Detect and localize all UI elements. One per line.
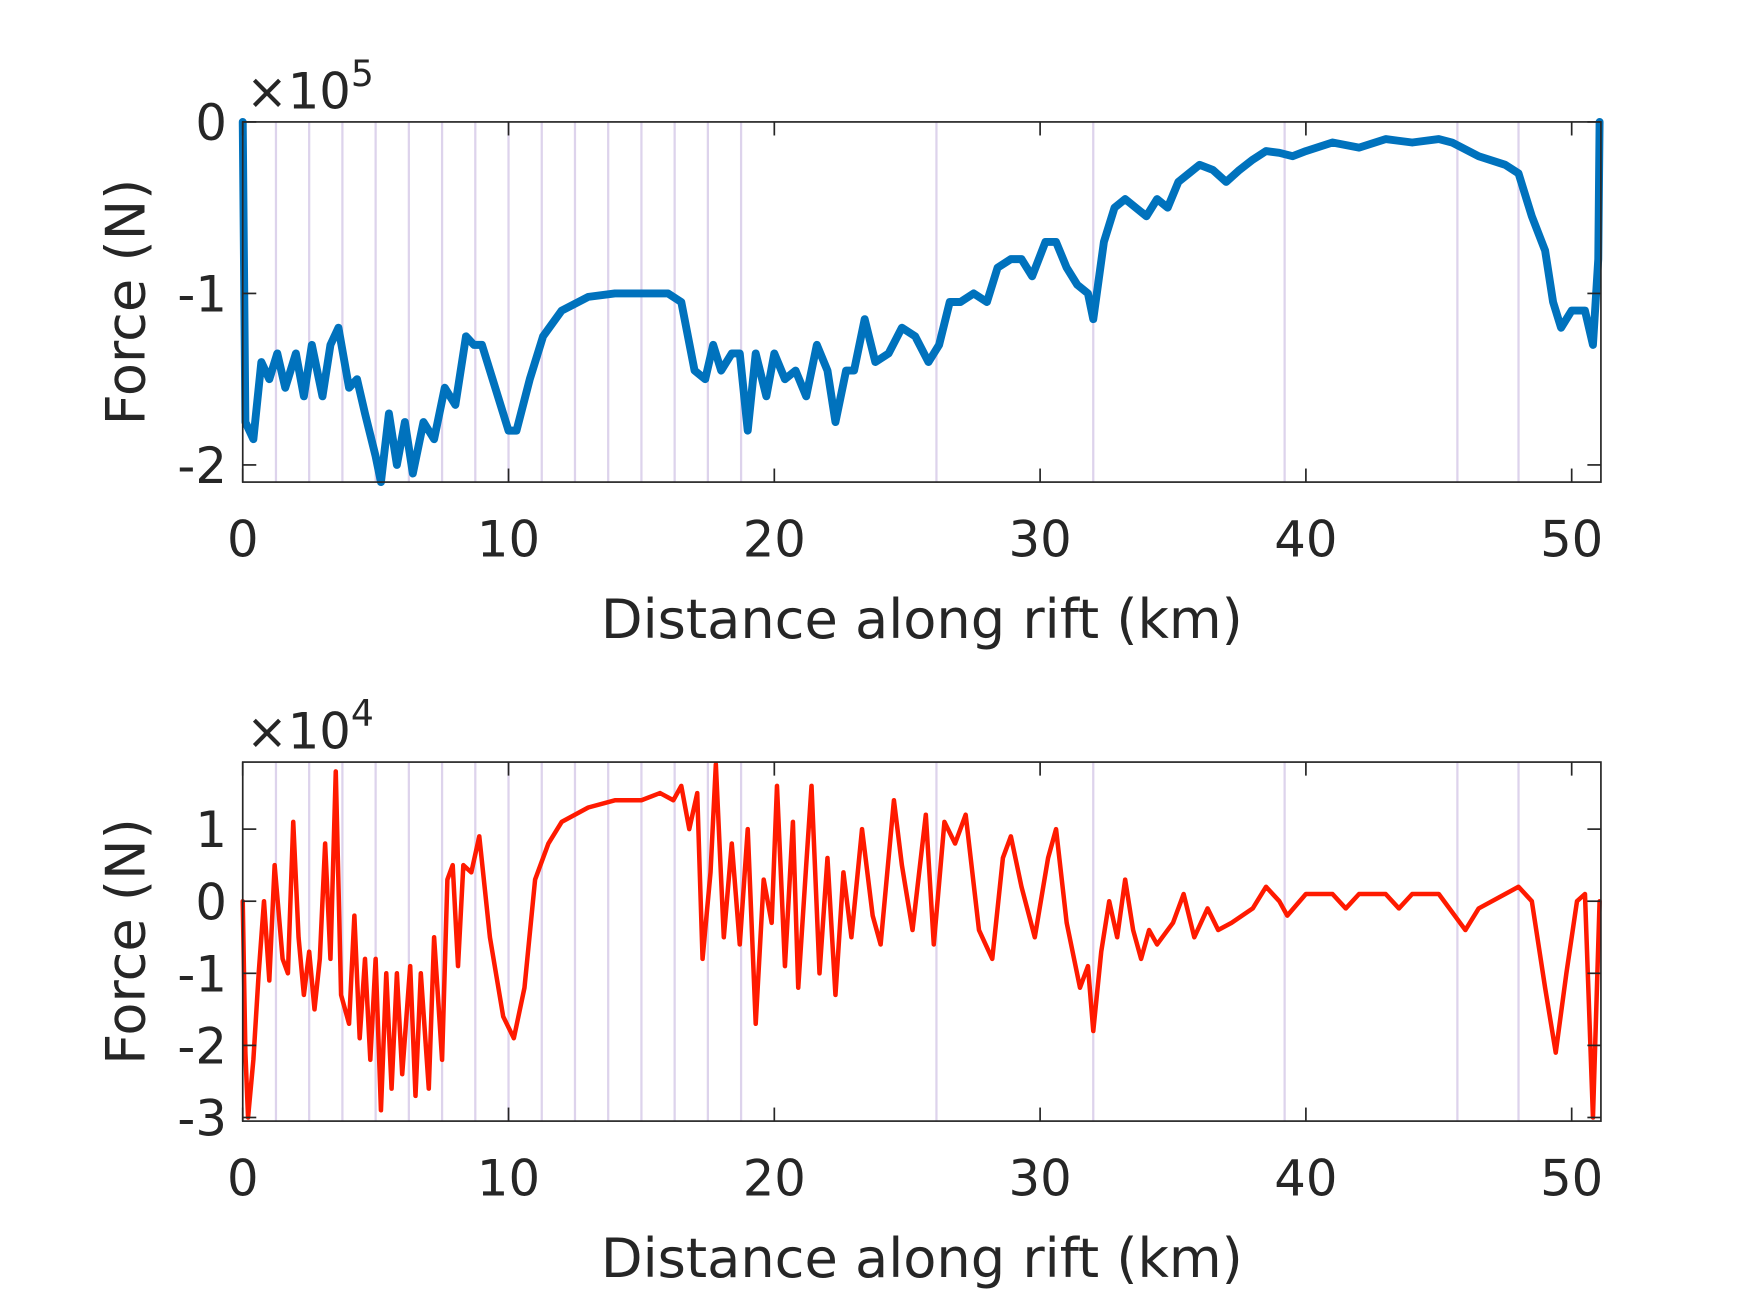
y-axis-label: Force (N) (95, 818, 158, 1065)
x-axis-label: Distance along rift (km) (601, 588, 1243, 651)
multiplier-exponent: 4 (351, 692, 374, 735)
x-tick-label: 50 (1540, 511, 1603, 569)
y-tick-label: -2 (177, 437, 227, 495)
x-tick-label: 40 (1274, 1150, 1337, 1208)
x-tick-label: 40 (1274, 511, 1337, 569)
y-tick-label: -1 (177, 265, 227, 323)
x-tick-label: 10 (477, 511, 540, 569)
y-axis-label: Force (N) (95, 179, 158, 426)
x-tick-label: 0 (227, 1150, 259, 1208)
y-tick-label: 0 (195, 873, 227, 931)
y-tick-label: 0 (195, 94, 227, 152)
multiplier-base: ×10 (246, 703, 351, 761)
x-tick-label: 10 (477, 1150, 540, 1208)
x-tick-label: 20 (743, 511, 806, 569)
data-line (240, 761, 1602, 1120)
y-tick-label: -3 (177, 1090, 227, 1148)
x-tick-label: 30 (1009, 511, 1072, 569)
x-axis-label: Distance along rift (km) (601, 1227, 1243, 1290)
x-tick-label: 50 (1540, 1150, 1603, 1208)
multiplier-base: ×10 (246, 62, 351, 120)
x-tick-label: 30 (1009, 1150, 1072, 1208)
axis-multiplier: ×104 (246, 692, 374, 761)
x-tick-label: 20 (743, 1150, 806, 1208)
axes-box (241, 121, 1602, 483)
axes-box (241, 761, 1602, 1122)
y-tick-label: -2 (177, 1017, 227, 1075)
multiplier-exponent: 5 (351, 52, 374, 95)
data-line (238, 117, 1604, 487)
y-tick-label: 1 (195, 801, 227, 859)
subplot: 0 10 20 30 40 50 0 -1 -2 Distance along rift (km)… (95, 52, 1604, 651)
x-tick-label: 0 (227, 511, 259, 569)
axes-background (242, 762, 1601, 1122)
axes-background (242, 121, 1601, 483)
axis-multiplier: ×105 (246, 52, 374, 121)
y-tick-label: -1 (177, 945, 227, 1003)
